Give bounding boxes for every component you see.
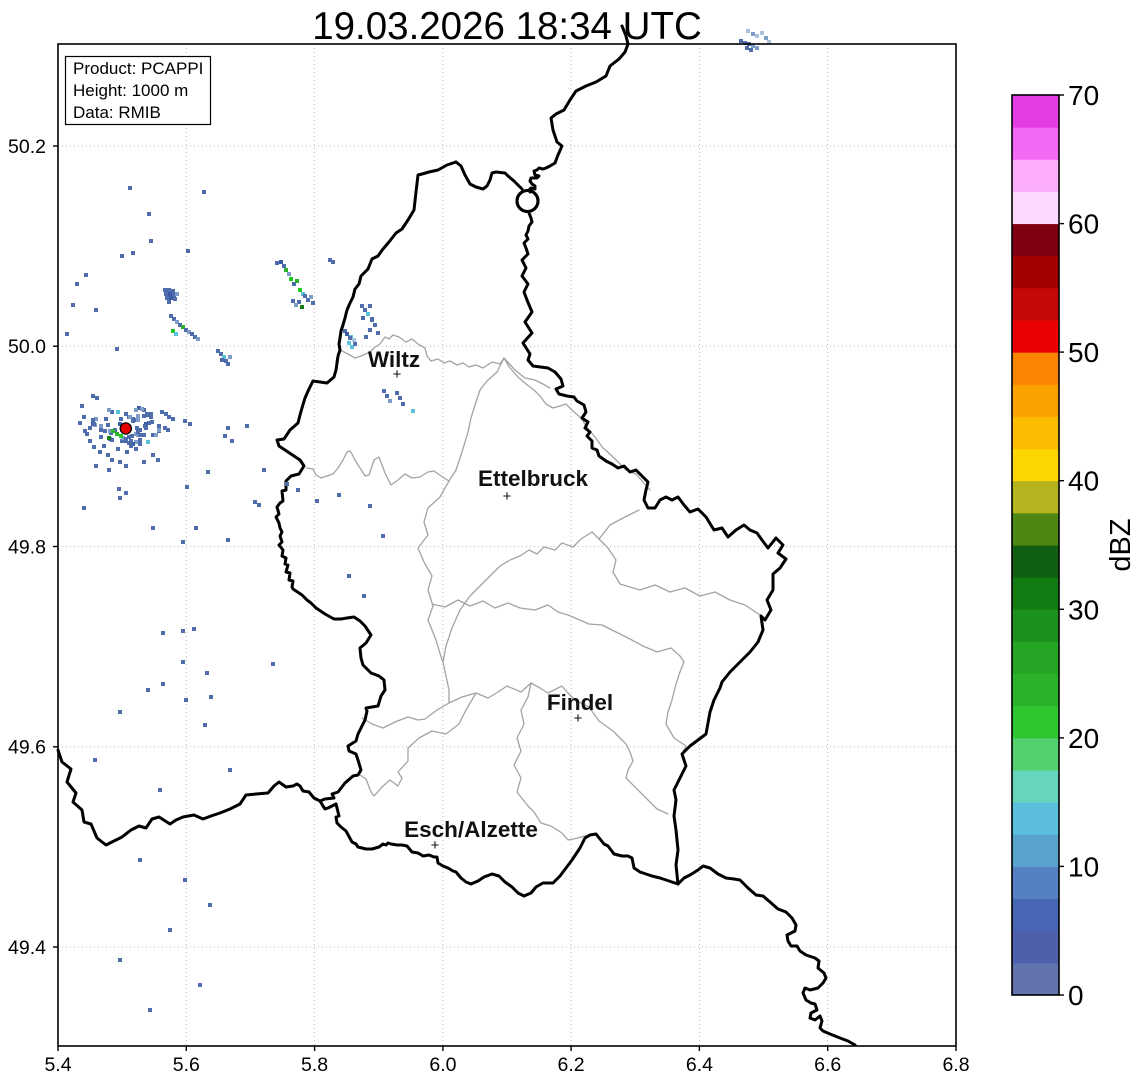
svg-text:Height: 1000 m: Height: 1000 m	[73, 81, 188, 100]
svg-text:+: +	[393, 366, 402, 383]
svg-text:+: +	[574, 710, 583, 727]
svg-text:49.8: 49.8	[8, 536, 46, 558]
svg-text:Wiltz: Wiltz	[368, 347, 420, 372]
svg-text:50.2: 50.2	[8, 136, 46, 158]
svg-text:10: 10	[1068, 851, 1099, 882]
svg-text:0: 0	[1068, 980, 1084, 1011]
svg-text:49.6: 49.6	[8, 737, 46, 759]
svg-text:Data: RMIB: Data: RMIB	[73, 103, 161, 122]
svg-text:19.03.2026 18:34 UTC: 19.03.2026 18:34 UTC	[312, 5, 702, 48]
svg-text:5.6: 5.6	[173, 1054, 200, 1076]
svg-text:Findel: Findel	[547, 690, 613, 715]
svg-text:6.0: 6.0	[429, 1054, 456, 1076]
svg-text:40: 40	[1068, 466, 1099, 497]
svg-text:60: 60	[1068, 209, 1099, 240]
svg-text:70: 70	[1068, 80, 1099, 111]
svg-text:+: +	[431, 837, 440, 854]
svg-text:50.0: 50.0	[8, 336, 46, 358]
svg-text:Product: PCAPPI: Product: PCAPPI	[73, 59, 203, 78]
svg-text:6.4: 6.4	[686, 1054, 713, 1076]
svg-text:Ettelbruck: Ettelbruck	[478, 466, 589, 491]
svg-text:6.2: 6.2	[558, 1054, 585, 1076]
svg-text:6.6: 6.6	[814, 1054, 841, 1076]
svg-text:+: +	[503, 488, 512, 505]
svg-text:50: 50	[1068, 337, 1099, 368]
svg-text:Esch/Alzette: Esch/Alzette	[404, 817, 538, 842]
svg-text:49.4: 49.4	[8, 937, 46, 959]
svg-text:dBZ: dBZ	[1105, 518, 1137, 571]
svg-text:6.8: 6.8	[942, 1054, 969, 1076]
svg-text:30: 30	[1068, 594, 1099, 625]
svg-text:5.4: 5.4	[44, 1054, 71, 1076]
svg-text:5.8: 5.8	[301, 1054, 328, 1076]
svg-text:20: 20	[1068, 723, 1099, 754]
